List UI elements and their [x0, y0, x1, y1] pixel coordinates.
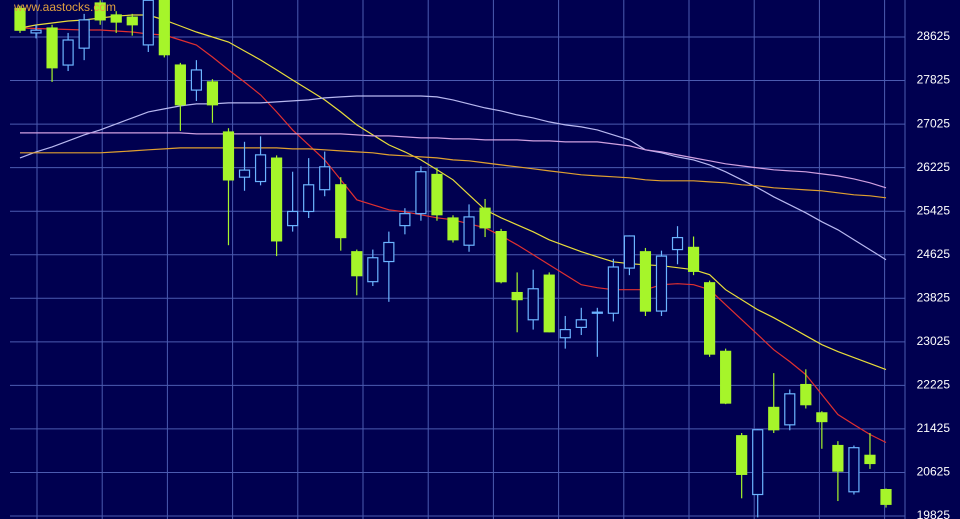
y-tick-label: 25425	[917, 203, 951, 217]
y-tick-label: 24625	[917, 247, 951, 261]
candle-body	[768, 406, 780, 431]
y-axis: 19825 20625 21425 22225 23025 23825 24625 25425…	[917, 29, 951, 519]
candle-body	[30, 29, 42, 34]
candle-body	[575, 319, 587, 329]
candle-body	[78, 19, 90, 49]
candle-body	[639, 251, 652, 312]
candle-body	[319, 166, 331, 191]
candle-body	[110, 14, 122, 23]
candle-body	[784, 393, 796, 426]
watermark: www.aastocks.com	[13, 0, 116, 14]
candle-body	[816, 412, 828, 423]
candle-body	[222, 131, 235, 181]
candle-body	[720, 350, 732, 404]
candle-body	[174, 64, 186, 106]
y-tick-label: 23825	[917, 290, 951, 304]
candle-body	[848, 447, 860, 493]
candle-body	[335, 184, 347, 239]
candle-body	[623, 235, 636, 269]
plot-area	[14, 0, 892, 518]
candle-body	[479, 207, 491, 229]
candle-body	[383, 241, 395, 263]
candle-body	[190, 69, 203, 91]
candle-body	[591, 311, 603, 314]
candle-body	[736, 435, 748, 475]
candle-body	[126, 16, 138, 26]
candle-body	[303, 184, 315, 213]
y-tick-label: 26225	[917, 160, 951, 174]
candle-body	[238, 169, 251, 178]
candle-body	[287, 210, 299, 227]
moving-average-line	[19, 95, 887, 261]
y-tick-label: 21425	[917, 421, 951, 435]
candle-body	[399, 213, 411, 227]
candle-body	[463, 216, 475, 246]
candle-body	[832, 444, 844, 472]
y-tick-label: 23025	[917, 334, 951, 348]
candle-body	[607, 266, 619, 314]
candle-body	[511, 291, 523, 301]
candle-body	[206, 81, 219, 106]
candle-body	[142, 0, 154, 46]
candle-body	[800, 383, 812, 406]
y-tick-label: 20625	[917, 465, 951, 479]
candle-body	[543, 274, 555, 333]
candle-body	[447, 217, 459, 241]
candle-body	[415, 171, 427, 215]
candle-body	[254, 154, 267, 183]
candle-body	[431, 173, 443, 216]
candle-body	[46, 27, 58, 69]
candle-body	[687, 246, 700, 272]
y-tick-label: 22225	[917, 378, 951, 392]
candle-body	[527, 288, 539, 321]
candle-body	[94, 2, 106, 21]
candle-body	[559, 328, 571, 339]
candle-body	[880, 489, 892, 505]
candle-body	[14, 7, 26, 31]
candle-body	[62, 39, 74, 66]
candle-body	[367, 257, 379, 283]
y-tick-label: 28625	[917, 29, 951, 43]
candle-body	[671, 236, 684, 251]
candle-body	[158, 0, 170, 56]
y-tick-label: 19825	[917, 508, 951, 519]
candle-body	[351, 251, 363, 277]
moving-average-line	[20, 132, 887, 189]
candle-body	[655, 255, 668, 312]
candle-body	[864, 454, 876, 465]
candle-body	[752, 429, 764, 496]
y-tick-label: 27025	[917, 116, 951, 130]
candle-body	[270, 157, 283, 242]
candle-body	[495, 231, 507, 283]
moving-average-line	[20, 147, 887, 199]
candle-body	[703, 282, 716, 355]
y-tick-label: 27825	[917, 73, 951, 87]
